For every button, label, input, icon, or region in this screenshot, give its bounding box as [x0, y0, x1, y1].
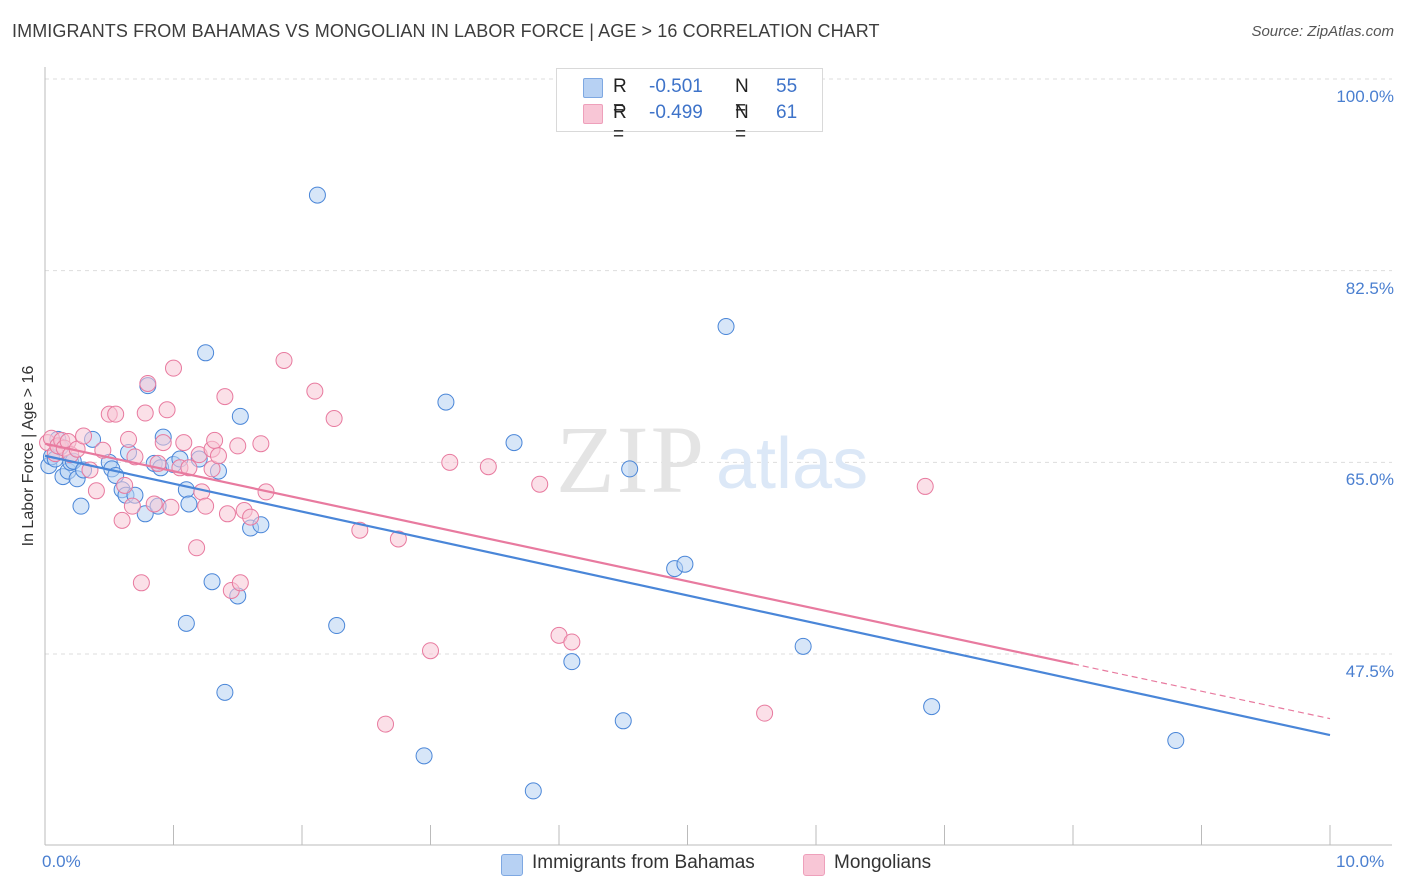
point-mongolians: [132, 574, 150, 592]
r-value: -0.499: [649, 102, 703, 123]
trend-lines: [44, 442, 1331, 737]
point-mongolians: [165, 359, 182, 377]
point-mongolians: [531, 475, 549, 493]
point-bahamas: [308, 186, 326, 204]
watermark-atlas: atlas: [716, 424, 868, 504]
point-mongolians: [377, 715, 395, 733]
point-mongolians: [188, 539, 206, 557]
point-mongolians: [563, 633, 581, 651]
point-bahamas: [717, 318, 735, 336]
point-mongolians: [175, 434, 193, 452]
point-bahamas: [794, 637, 812, 655]
point-bahamas: [328, 617, 346, 635]
point-mongolians: [162, 498, 180, 516]
y-tick-label: 100.0%: [1336, 87, 1394, 106]
point-bahamas: [177, 614, 195, 632]
point-mongolians: [756, 704, 774, 722]
point-mongolians: [87, 482, 105, 500]
y-tick-label: 82.5%: [1345, 278, 1394, 298]
point-bahamas: [614, 712, 632, 730]
point-bahamas: [563, 653, 581, 671]
series-legend: Immigrants from Bahamas Mongolians: [0, 852, 1406, 878]
point-mongolians: [75, 427, 93, 445]
n-label: N =: [735, 76, 749, 119]
point-mongolians: [154, 434, 172, 452]
point-mongolians: [136, 404, 154, 422]
point-mongolians: [180, 459, 198, 477]
chart-title: IMMIGRANTS FROM BAHAMAS VS MONGOLIAN IN …: [12, 21, 880, 41]
point-mongolians: [441, 453, 459, 471]
point-mongolians: [126, 448, 144, 466]
correlation-legend: R = -0.501 N = 55 R = -0.499 N = 61: [556, 68, 823, 145]
point-mongolians: [916, 477, 934, 495]
n-value: 61: [776, 102, 798, 123]
r-label: R =: [613, 102, 627, 145]
point-mongolians: [120, 430, 138, 448]
point-mongolians: [422, 642, 439, 660]
y-tick-label: 65.0%: [1345, 470, 1394, 490]
point-mongolians: [116, 476, 134, 494]
point-mongolians: [479, 458, 497, 476]
point-mongolians: [231, 574, 249, 592]
point-bahamas: [197, 344, 215, 362]
y-tick-label: 47.5%: [1345, 662, 1394, 681]
r-label: R =: [613, 76, 627, 119]
point-mongolians: [197, 497, 215, 515]
point-mongolians: [216, 388, 234, 406]
n-label: N =: [735, 102, 749, 145]
point-mongolians: [325, 410, 343, 428]
point-bahamas: [505, 434, 523, 452]
watermark-zip: ZIP: [556, 406, 706, 513]
point-bahamas: [524, 782, 542, 800]
point-bahamas: [180, 495, 198, 513]
gridlines: [45, 78, 1392, 655]
point-mongolians: [218, 505, 236, 523]
point-mongolians: [306, 382, 324, 400]
trend-line-mongolians-extension: [1072, 663, 1331, 720]
point-mongolians: [229, 437, 247, 455]
point-bahamas: [177, 481, 195, 499]
point-mongolians: [113, 511, 131, 529]
point-bahamas: [923, 698, 941, 716]
point-bahamas: [621, 460, 639, 478]
point-mongolians: [158, 401, 176, 419]
legend-swatch-blue: [583, 78, 603, 98]
point-mongolians: [206, 431, 224, 449]
point-bahamas: [415, 747, 433, 765]
legend-label-bahamas: Immigrants from Bahamas: [532, 852, 755, 873]
point-mongolians: [252, 435, 270, 453]
point-bahamas: [437, 393, 455, 411]
point-bahamas: [1167, 732, 1185, 750]
x-tick-min: 0.0%: [42, 852, 81, 871]
point-bahamas: [203, 573, 221, 591]
source-label: Source: ZipAtlas.com: [1251, 23, 1394, 40]
point-mongolians: [275, 351, 293, 369]
point-mongolians: [123, 497, 141, 515]
x-tick-max: 10.0%: [1336, 852, 1385, 871]
point-bahamas: [72, 497, 90, 515]
point-mongolians: [107, 405, 125, 423]
trend-line-bahamas: [44, 454, 1331, 737]
legend-swatch-bahamas: [501, 854, 523, 876]
legend-swatch-mongolians: [803, 854, 825, 876]
point-mongolians: [242, 508, 260, 526]
point-bahamas: [216, 683, 234, 701]
trend-line-mongolians: [44, 442, 1074, 665]
point-mongolians: [209, 447, 227, 465]
point-mongolians: [139, 374, 157, 392]
point-mongolians: [389, 530, 407, 548]
watermark: ZIP atlas: [556, 406, 868, 513]
legend-swatch-pink: [583, 104, 603, 124]
data-points: [39, 186, 1185, 800]
legend-label-mongolians: Mongolians: [834, 852, 932, 873]
point-bahamas: [676, 555, 694, 573]
point-bahamas: [231, 407, 249, 425]
point-mongolians: [351, 521, 369, 539]
point-mongolians: [145, 495, 163, 513]
n-value: 55: [776, 76, 798, 97]
r-value: -0.501: [649, 76, 703, 97]
